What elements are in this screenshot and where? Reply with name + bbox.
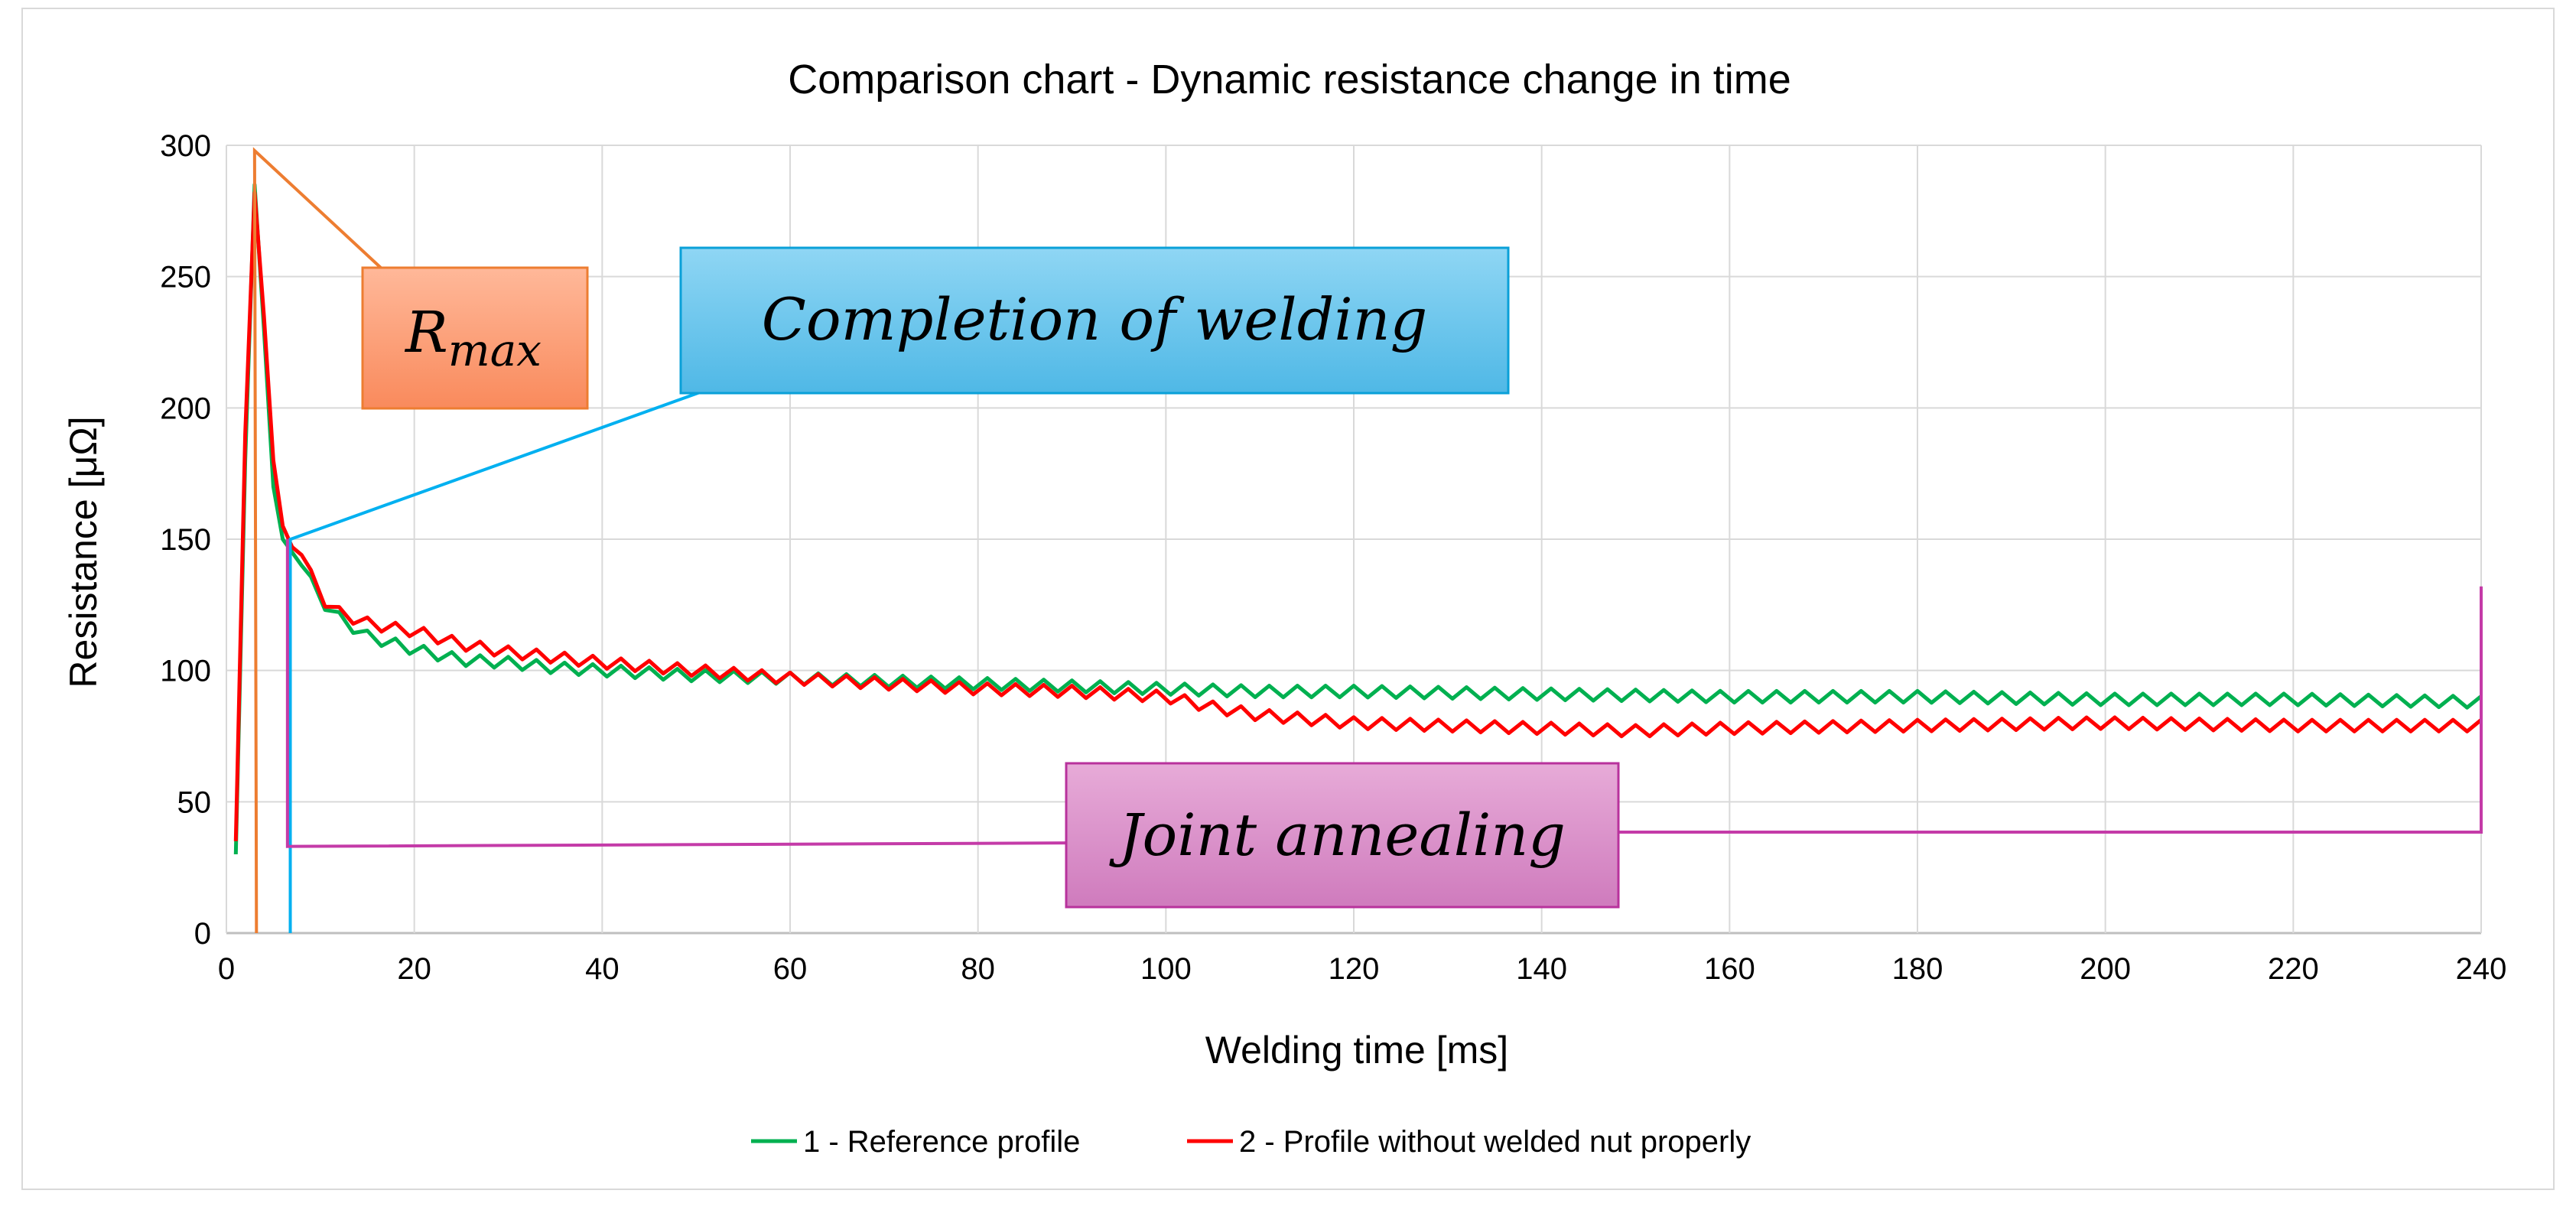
r-max-box <box>361 266 589 410</box>
y-tick-label: 150 <box>160 523 211 557</box>
r-max-main: R <box>404 300 448 366</box>
x-tick-label: 200 <box>2080 952 2131 986</box>
x-tick-label: 40 <box>585 952 620 986</box>
x-tick-label: 60 <box>773 952 808 986</box>
y-tick-label: 50 <box>177 785 212 819</box>
x-tick-label: 120 <box>1329 952 1380 986</box>
x-tick-label: 180 <box>1892 952 1943 986</box>
y-tick-label: 300 <box>160 129 211 163</box>
chart-svg: Comparison chart - Dynamic resistance ch… <box>62 57 2506 1159</box>
series-layer <box>233 183 2483 855</box>
completion-box <box>679 246 1510 395</box>
y-tick-label: 200 <box>160 392 211 425</box>
y-tick-label: 100 <box>160 655 211 688</box>
x-tick-label: 100 <box>1140 952 1192 986</box>
annealing-label: Joint annealing <box>1109 801 1566 869</box>
r-max-callout: Rmax <box>361 266 589 410</box>
x-axis-label: Welding time [ms] <box>1205 1029 1508 1072</box>
chart-frame: Comparison chart - Dynamic resistance ch… <box>21 8 2555 1190</box>
annealing-callout: Joint annealing <box>1065 762 1620 909</box>
x-tick-label: 240 <box>2456 952 2507 986</box>
completion-callout: Completion of welding <box>679 246 1510 395</box>
r-max-label: Rmax <box>404 300 542 376</box>
series-line-reference <box>233 183 2483 855</box>
completion-leader-line <box>288 390 703 933</box>
series-line-defective <box>233 190 2483 841</box>
tick-layer: 0 50 100 150 200 250 300 0 20 40 60 80 100 120 140 160 1… <box>160 129 2506 986</box>
x-tick-label: 20 <box>397 952 431 986</box>
x-tick-label: 160 <box>1704 952 1755 986</box>
x-tick-label: 80 <box>961 952 995 986</box>
x-tick-label: 140 <box>1516 952 1567 986</box>
y-tick-label: 250 <box>160 261 211 294</box>
legend-label-reference: 1 - Reference profile <box>803 1125 1080 1159</box>
x-tick-label: 0 <box>218 952 235 986</box>
completion-label: Completion of welding <box>762 285 1428 353</box>
r-max-leader-line <box>252 147 384 934</box>
y-tick-label: 0 <box>194 917 211 951</box>
chart-title: Comparison chart - Dynamic resistance ch… <box>788 57 1791 102</box>
annealing-box <box>1065 762 1620 909</box>
r-max-subscript: max <box>448 324 542 376</box>
x-tick-label: 220 <box>2268 952 2319 986</box>
legend-label-defective: 2 - Profile without welded nut properly <box>1239 1125 1751 1159</box>
legend: 1 - Reference profile 2 - Profile withou… <box>751 1125 1751 1159</box>
y-axis-label: Resistance [μΩ] <box>62 416 105 688</box>
